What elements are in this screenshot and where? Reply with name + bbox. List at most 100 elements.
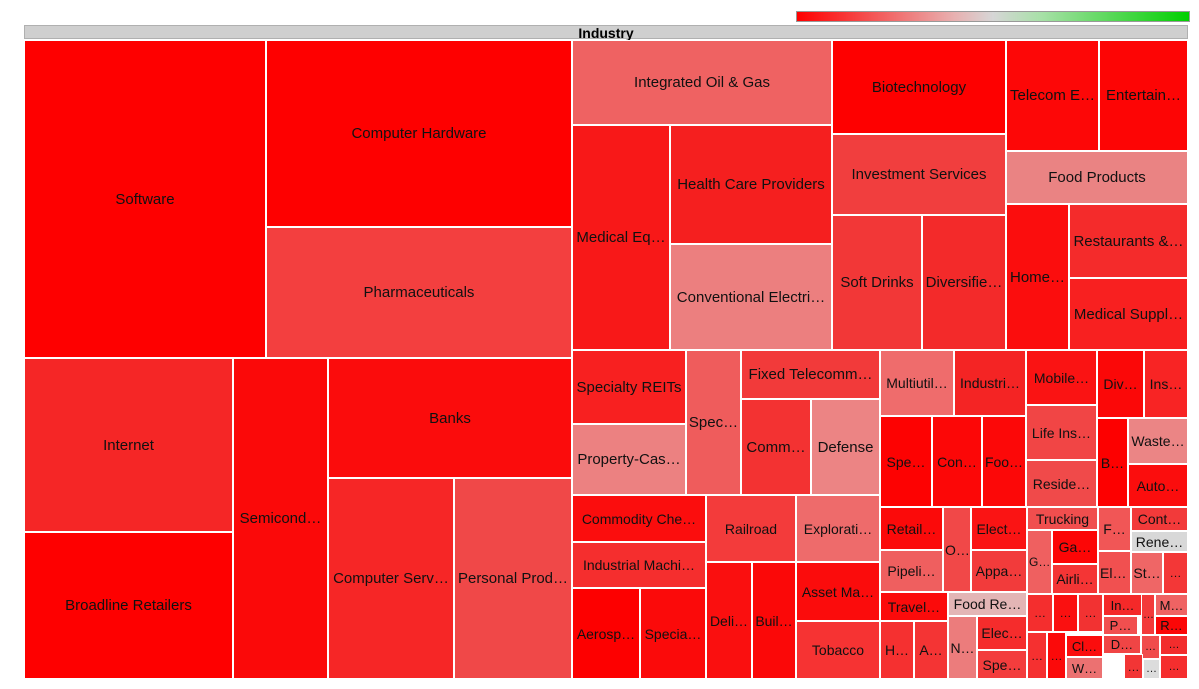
treemap-tile-pipeli[interactable]: Pipeli… xyxy=(880,550,943,592)
treemap-tile-semicond[interactable]: Semicond… xyxy=(233,358,328,679)
treemap-tile-b[interactable]: B… xyxy=(1097,418,1128,507)
treemap-tile-medical-suppl[interactable]: Medical Suppl… xyxy=(1069,278,1188,350)
treemap-tile-auto[interactable]: Auto… xyxy=(1128,464,1188,507)
tile-label: … xyxy=(1168,639,1180,651)
treemap-tile-food-re[interactable]: Food Re… xyxy=(948,592,1027,616)
treemap-tile-airli[interactable]: Airli… xyxy=(1052,564,1098,594)
treemap-tile-reside[interactable]: Reside… xyxy=(1026,460,1097,507)
treemap-tile-appa[interactable]: Appa… xyxy=(971,550,1027,592)
treemap-tile-h[interactable]: H… xyxy=(880,621,914,679)
tile-label: … xyxy=(1050,648,1063,663)
treemap-tile-personal-prod[interactable]: Personal Prod… xyxy=(454,478,572,679)
treemap-tile-commodity-che[interactable]: Commodity Che… xyxy=(572,495,706,542)
treemap-tile-item[interactable]: … xyxy=(1027,632,1047,679)
treemap-tile-defense[interactable]: Defense xyxy=(811,399,880,495)
treemap-tile-div[interactable]: Div… xyxy=(1097,350,1144,418)
treemap-tile-waste[interactable]: Waste… xyxy=(1128,418,1188,464)
treemap-tile-spec[interactable]: Spec… xyxy=(686,350,741,495)
treemap-tile-aerosp[interactable]: Aerosp… xyxy=(572,588,640,679)
treemap-tile-elect[interactable]: Elect… xyxy=(971,507,1027,550)
color-scale-legend xyxy=(796,11,1190,22)
treemap-tile-spe[interactable]: Spe… xyxy=(880,416,932,507)
treemap-tile-in[interactable]: In… xyxy=(1103,594,1142,616)
treemap-tile-entertain[interactable]: Entertain… xyxy=(1099,40,1188,151)
treemap-tile-diversifie[interactable]: Diversifie… xyxy=(922,215,1006,350)
treemap-tile-multiutil[interactable]: Multiutil… xyxy=(880,350,954,416)
treemap-tile-cl[interactable]: Cl… xyxy=(1066,635,1103,657)
treemap-tile-o[interactable]: O… xyxy=(943,507,971,592)
treemap-tile-tobacco[interactable]: Tobacco xyxy=(796,621,880,679)
treemap-tile-conventional-electri[interactable]: Conventional Electri… xyxy=(670,244,832,350)
treemap-tile-m[interactable]: M… xyxy=(1155,594,1188,616)
treemap-tile-travel[interactable]: Travel… xyxy=(880,592,948,621)
treemap-tile-item[interactable]: … xyxy=(1124,654,1143,679)
treemap-tile-n[interactable]: N… xyxy=(948,616,977,679)
treemap-tile-broadline-retailers[interactable]: Broadline Retailers xyxy=(24,532,233,679)
treemap-tile-st[interactable]: St… xyxy=(1131,552,1163,594)
treemap-tile-integrated-oil-gas[interactable]: Integrated Oil & Gas xyxy=(572,40,832,125)
treemap-tile-medical-eq[interactable]: Medical Eq… xyxy=(572,125,670,350)
tile-label: Food Products xyxy=(1048,169,1146,186)
treemap-tile-restaurants[interactable]: Restaurants &… xyxy=(1069,204,1188,278)
treemap-tile-item[interactable]: … xyxy=(1141,594,1155,635)
tile-label: Ga… xyxy=(1058,539,1092,555)
treemap-tile-cont[interactable]: Cont… xyxy=(1131,507,1188,531)
treemap-tile-ga[interactable]: Ga… xyxy=(1052,530,1098,564)
tile-label: Conventional Electri… xyxy=(676,288,826,306)
treemap-tile-item[interactable]: … xyxy=(1163,552,1188,594)
treemap-tile-home[interactable]: Home… xyxy=(1006,204,1069,350)
treemap-tile-buil[interactable]: Buil… xyxy=(752,562,796,679)
treemap-tile-r[interactable]: R… xyxy=(1155,616,1188,635)
treemap-tile-railroad[interactable]: Railroad xyxy=(706,495,796,562)
treemap-tile-fixed-telecomm[interactable]: Fixed Telecomm… xyxy=(741,350,880,399)
treemap-tile-rene[interactable]: Rene… xyxy=(1131,531,1188,552)
treemap-tile-banks[interactable]: Banks xyxy=(328,358,572,478)
treemap-tile-investment-services[interactable]: Investment Services xyxy=(832,134,1006,215)
treemap-tile-food-products[interactable]: Food Products xyxy=(1006,151,1188,204)
treemap-tile-item[interactable]: … xyxy=(1143,659,1160,679)
treemap-tile-mobile[interactable]: Mobile… xyxy=(1026,350,1097,405)
treemap-tile-property-cas[interactable]: Property-Cas… xyxy=(572,424,686,495)
treemap-tile-comm[interactable]: Comm… xyxy=(741,399,811,495)
treemap-tile-asset-ma[interactable]: Asset Ma… xyxy=(796,562,880,621)
treemap-tile-ins[interactable]: Ins… xyxy=(1144,350,1188,418)
tile-label: Appa… xyxy=(975,563,1023,579)
treemap-tile-item[interactable]: … xyxy=(1078,594,1103,632)
treemap-tile-internet[interactable]: Internet xyxy=(24,358,233,532)
treemap-tile-spe[interactable]: Spe… xyxy=(977,650,1027,679)
treemap-tile-item[interactable]: … xyxy=(1160,655,1188,679)
treemap-tile-soft-drinks[interactable]: Soft Drinks xyxy=(832,215,922,350)
tile-label: Entertain… xyxy=(1105,87,1182,104)
treemap-tile-computer-serv[interactable]: Computer Serv… xyxy=(328,478,454,679)
treemap-tile-industrial-machi[interactable]: Industrial Machi… xyxy=(572,542,706,588)
treemap-tile-con[interactable]: Con… xyxy=(932,416,982,507)
treemap-tile-specialty-reits[interactable]: Specialty REITs xyxy=(572,350,686,424)
treemap-tile-software[interactable]: Software xyxy=(24,40,266,358)
treemap-tile-item[interactable]: … xyxy=(1027,594,1053,632)
treemap-tile-w[interactable]: W… xyxy=(1066,657,1103,679)
treemap-tile-p[interactable]: P… xyxy=(1103,616,1138,635)
treemap-tile-health-care-providers[interactable]: Health Care Providers xyxy=(670,125,832,244)
treemap-tile-industri[interactable]: Industri… xyxy=(954,350,1026,416)
treemap-tile-g[interactable]: G… xyxy=(1027,530,1052,594)
treemap-tile-deli[interactable]: Deli… xyxy=(706,562,752,679)
treemap-tile-biotechnology[interactable]: Biotechnology xyxy=(832,40,1006,134)
treemap-tile-pharmaceuticals[interactable]: Pharmaceuticals xyxy=(266,227,572,358)
treemap-tile-elec[interactable]: Elec… xyxy=(1098,551,1131,594)
treemap-tile-trucking[interactable]: Trucking xyxy=(1027,507,1098,530)
treemap-tile-telecom-e[interactable]: Telecom E… xyxy=(1006,40,1099,151)
treemap-tile-retail[interactable]: Retail… xyxy=(880,507,943,550)
treemap-tile-specia[interactable]: Specia… xyxy=(640,588,706,679)
treemap-tile-elec[interactable]: Elec… xyxy=(977,616,1027,650)
treemap-tile-item[interactable]: … xyxy=(1053,594,1078,632)
treemap-tile-foo[interactable]: Foo… xyxy=(982,416,1026,507)
treemap-tile-computer-hardware[interactable]: Computer Hardware xyxy=(266,40,572,227)
treemap-tile-d[interactable]: D… xyxy=(1103,635,1141,654)
treemap-tile-f[interactable]: F… xyxy=(1098,507,1131,551)
treemap-tile-life-ins[interactable]: Life Ins… xyxy=(1026,405,1097,460)
treemap-tile-item[interactable]: … xyxy=(1141,635,1160,659)
treemap-tile-a[interactable]: A… xyxy=(914,621,948,679)
treemap-tile-item[interactable]: … xyxy=(1047,632,1066,679)
treemap-tile-item[interactable]: … xyxy=(1160,635,1188,655)
treemap-tile-explorati[interactable]: Explorati… xyxy=(796,495,880,562)
